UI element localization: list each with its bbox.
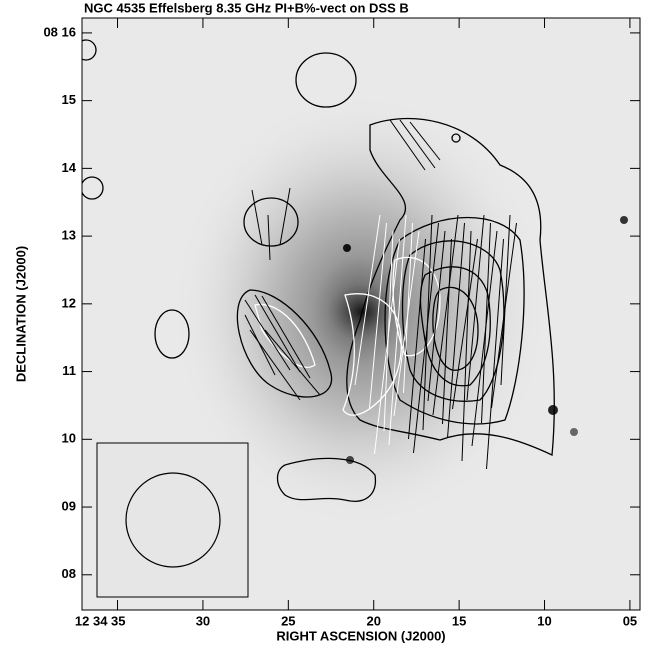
x-tick-label: 30 [196,613,210,628]
vector [500,214,511,386]
axes: 12 34 35 30 25 20 15 10 05 08 16 15 14 13 12 11 10 09 0… [43,18,640,628]
vector [388,214,407,446]
vector [254,294,301,373]
vector [369,222,387,409]
vector [249,329,301,401]
vector [251,189,263,246]
y-axis-label: DECLINATION (J2000) [13,246,28,382]
vector [354,214,381,386]
y-tick-label: 08 16 [43,24,76,39]
y-tick-label: 12 [62,295,76,310]
y-tick-label: 08 [62,566,76,581]
vector [403,222,413,394]
plot-frame [81,17,641,611]
vector [471,230,498,447]
plot-area [81,17,641,611]
vector [264,329,321,396]
vector [432,214,459,416]
vector [279,187,291,246]
vector [452,238,478,410]
vector [409,121,441,161]
vector [466,214,485,401]
beam-box [96,442,249,598]
x-tick-label: 10 [537,613,551,628]
vector [261,295,311,379]
vector [244,299,291,371]
vector [442,238,452,425]
vector [374,238,400,455]
polarization-vectors [244,119,517,470]
x-axis-label: RIGHT ASCENSION (J2000) [276,628,445,643]
vector [393,230,420,417]
x-tick-label: 20 [366,613,380,628]
vector [461,230,472,462]
y-tick-label: 10 [62,431,76,446]
contours [82,39,555,502]
y-tick-label: 11 [62,363,76,378]
chart-title: NGC 4535 Effelsberg 8.35 GHz PI+B%-vect … [84,0,409,15]
vector [399,119,436,169]
y-tick-label: 13 [62,228,76,243]
x-tick-label: 15 [452,613,466,628]
beam [125,472,221,568]
vector [408,238,426,440]
y-tick-label: 14 [62,160,77,175]
vector [413,222,439,454]
vector [447,222,465,439]
y-tick-label: 15 [62,92,76,107]
x-tick-label: 05 [623,613,637,628]
vector [244,314,276,376]
vector [427,230,446,402]
vector [491,222,517,409]
vector [267,214,271,261]
vector [389,119,426,171]
x-tick-label: 25 [281,613,295,628]
y-tick-label: 09 [62,498,76,513]
vector [486,238,504,470]
x-tick-label: 12 34 35 [75,613,126,628]
